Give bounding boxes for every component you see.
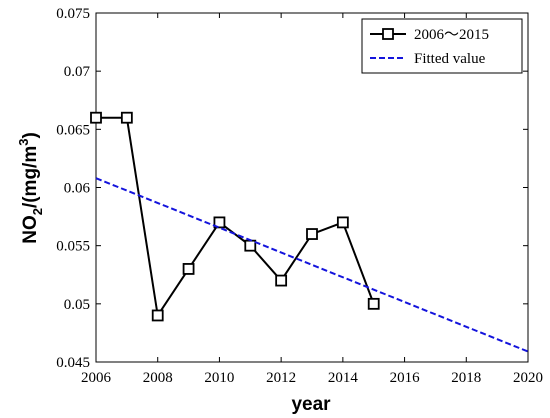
series-line [96,116,375,319]
y-axis-title: NO2/(mg/m3) [16,132,45,244]
x-axis-title: year [291,394,331,415]
y-tick-label: 0.06 [64,181,91,197]
x-tick-label: 2018 [451,370,481,386]
y-axis-title-sup: 3 [16,139,31,146]
x-tick-label: 2006 [81,370,112,386]
x-tick-label: 2008 [143,370,173,386]
x-tick-label: 2020 [513,370,543,386]
x-tick-label: 2016 [390,370,421,386]
legend-swatch-marker [382,28,394,40]
fitted-trend-line [95,177,529,353]
y-tick-label: 0.07 [64,64,91,80]
legend-label: Fitted value [414,51,486,67]
data-point-marker [182,263,195,275]
y-axis-title-main: NO [20,215,41,244]
x-tick-label: 2012 [266,370,296,386]
x-tick-label: 2010 [204,370,234,386]
data-point-marker [306,228,318,240]
y-axis-title-sub: 2 [30,208,45,215]
legend: 2006～2015 Fitted value [361,18,523,74]
data-point-marker [336,216,349,229]
y-axis-title-end: ) [20,132,41,138]
y-tick-label: 0.055 [56,239,90,255]
legend-box [361,18,523,74]
axes: 2006 2008 2010 2012 2014 2016 2018 2020 0.045 0.0… [56,6,543,386]
data-point-marker [120,111,133,124]
legend-label: 2006～2015 [414,27,489,43]
y-tick-label: 0.075 [56,6,90,22]
y-tick-label: 0.05 [64,297,90,313]
data-point-marker [244,239,257,252]
x-tick-label: 2014 [328,370,359,386]
data-point-marker [213,216,226,229]
data-point-marker [367,297,380,310]
data-point-marker [275,274,288,287]
series-layer [90,111,529,353]
y-tick-label: 0.065 [56,122,90,138]
data-point-marker [90,111,102,124]
data-point-marker [151,309,164,322]
y-axis-title-mid: /(mg/m [20,146,41,208]
y-tick-label: 0.045 [56,355,90,371]
